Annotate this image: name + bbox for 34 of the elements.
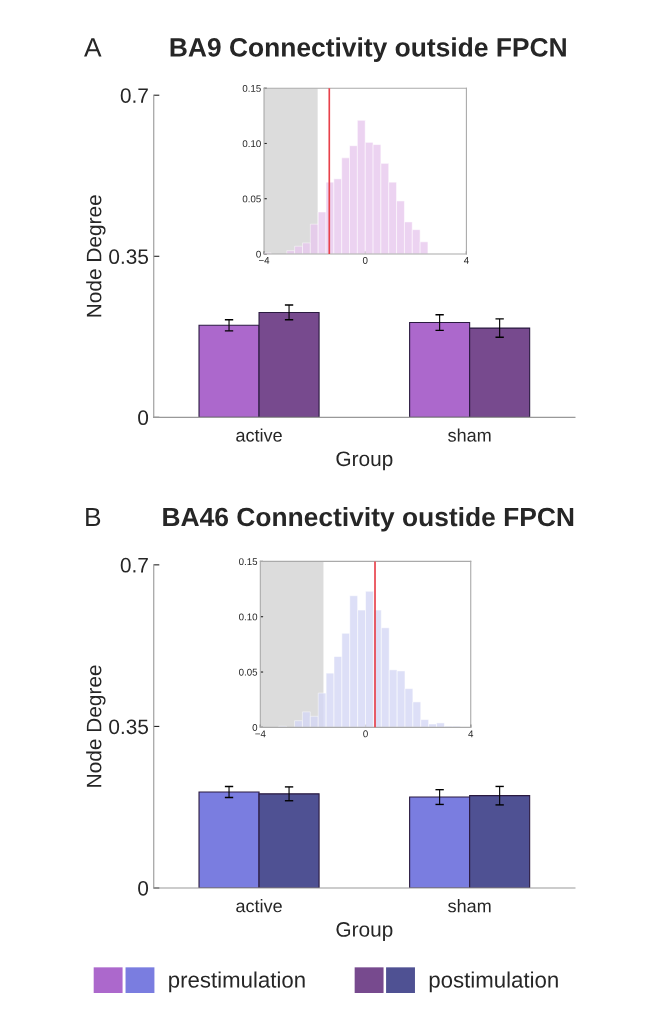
y-tick-label: 0 bbox=[256, 250, 261, 258]
y-tick-label: 0 bbox=[252, 724, 258, 731]
x-tick-label: −4 bbox=[258, 257, 270, 264]
y-tick-label: 0.10 bbox=[239, 613, 258, 621]
chart-title: BA46 Connectivity oustide FPCN bbox=[163, 506, 574, 532]
y-tick-label: 0.7 bbox=[120, 557, 148, 573]
x-tick-label: −4 bbox=[255, 730, 266, 738]
y-tick-label: 0.10 bbox=[242, 140, 261, 148]
x-tick-label: 0 bbox=[362, 256, 368, 264]
y-tick-label: 0.05 bbox=[239, 668, 258, 676]
legend-label: prestimulation bbox=[169, 971, 305, 993]
x-tick-label: 4 bbox=[468, 730, 474, 738]
y-tick-label: 0.35 bbox=[109, 719, 149, 735]
text: B bbox=[86, 507, 101, 527]
text: A bbox=[84, 38, 102, 57]
y-tick-label: 0.15 bbox=[242, 84, 261, 92]
x-tick-label: active bbox=[236, 899, 282, 913]
x-tick-label: sham bbox=[448, 899, 491, 913]
x-tick-label: 0 bbox=[363, 730, 368, 738]
y-axis-title: Node Degree bbox=[86, 665, 106, 787]
x-tick-label: active bbox=[236, 428, 282, 442]
x-axis-title: Group bbox=[336, 451, 393, 471]
y-tick-label: 0.05 bbox=[242, 195, 261, 203]
chart-title: BA9 Connectivity outside FPCN bbox=[170, 37, 566, 62]
y-tick-label: 0.15 bbox=[239, 558, 258, 566]
y-tick-label: 0.7 bbox=[120, 88, 148, 103]
y-tick-label: 0.35 bbox=[109, 249, 149, 265]
x-axis-title: Group bbox=[336, 922, 393, 941]
x-tick-label: 4 bbox=[463, 257, 469, 264]
legend-label: postimulation bbox=[429, 971, 558, 993]
y-tick-label: 0 bbox=[138, 881, 149, 896]
y-tick-label: 0 bbox=[138, 410, 149, 426]
y-axis-title: Node Degree bbox=[86, 195, 106, 317]
x-tick-label: sham bbox=[448, 428, 491, 442]
